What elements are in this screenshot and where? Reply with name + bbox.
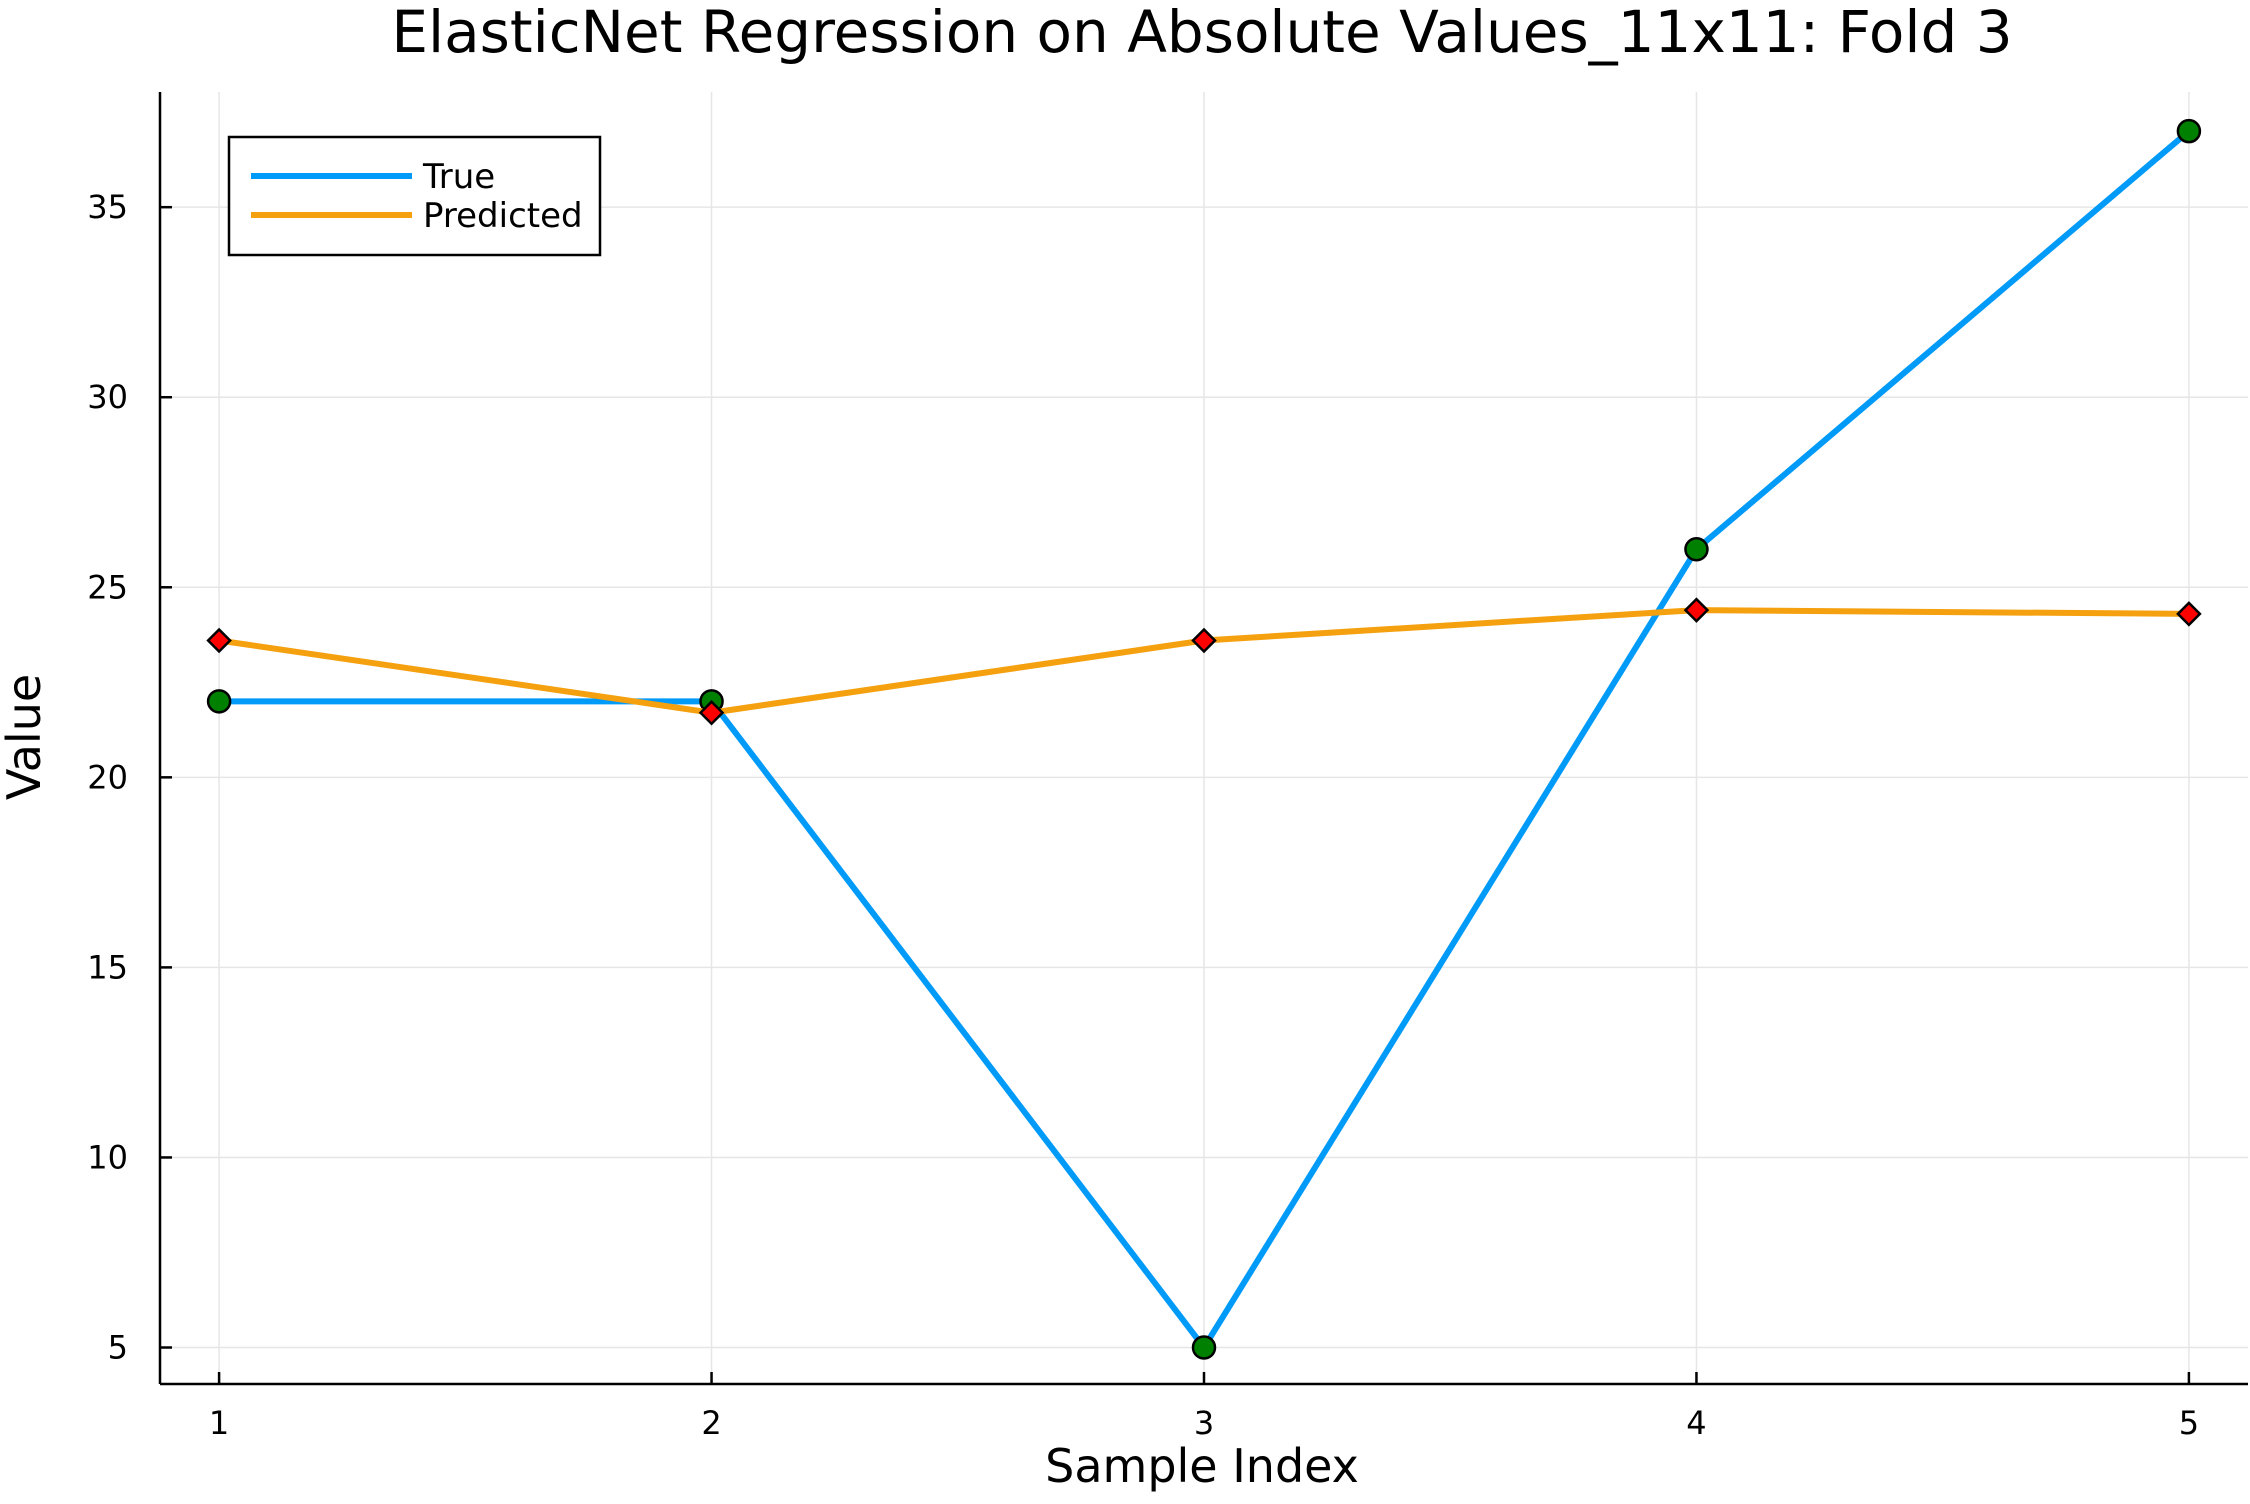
axes: 1 2 3 4 5 5 10 15 20 25 30 35 (87, 92, 2248, 1442)
data-point (206, 689, 232, 714)
x-tick-label: 1 (209, 1404, 229, 1442)
y-tick-label: 20 (87, 758, 128, 796)
series-layer (206, 118, 2202, 1360)
data-point (1684, 537, 1709, 562)
x-tick-label: 2 (701, 1404, 721, 1442)
y-tick-label: 30 (87, 378, 128, 416)
data-point (698, 699, 725, 726)
chart-title: ElasticNet Regression on Absolute Values… (391, 0, 2012, 66)
y-tick-label: 5 (108, 1329, 128, 1367)
legend-label: True (422, 157, 495, 197)
data-point (1191, 627, 1217, 654)
x-tick-label: 4 (1686, 1404, 1706, 1442)
x-tick-label: 3 (1194, 1404, 1214, 1442)
data-point (206, 627, 232, 654)
y-axis-title: Value (0, 674, 51, 800)
y-tick-label: 25 (87, 568, 128, 606)
data-point (1683, 597, 1710, 623)
x-axis-title: Sample Index (1045, 1439, 1359, 1493)
series-predicted (206, 597, 2202, 726)
y-tick-label: 10 (87, 1138, 128, 1176)
grid (160, 92, 2248, 1384)
data-point (2176, 118, 2202, 144)
x-tick-label: 5 (2179, 1404, 2199, 1442)
y-tick-label: 35 (87, 188, 128, 226)
legend-box (227, 135, 602, 257)
y-tick-label: 15 (87, 948, 128, 986)
data-point (1191, 1335, 1217, 1360)
legend-label: Predicted (423, 196, 583, 236)
data-point (2176, 601, 2202, 627)
